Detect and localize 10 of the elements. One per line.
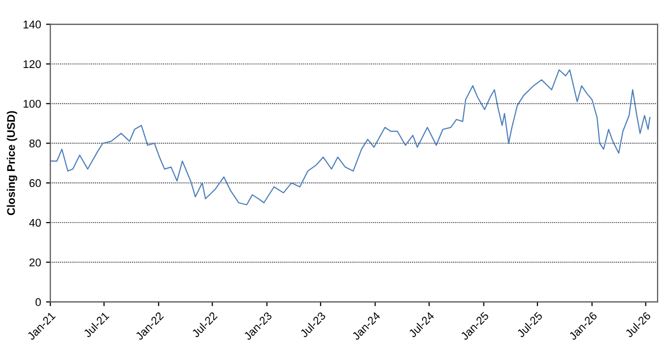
y-tick-label: 100 xyxy=(24,100,41,108)
y-tick-label: 40 xyxy=(29,218,41,227)
line-series xyxy=(50,69,650,206)
y-tick-label: 140 xyxy=(24,20,41,28)
y-tick-label: 80 xyxy=(29,140,41,148)
y-tick-label: 20 xyxy=(30,258,41,266)
y-tick-label: 60 xyxy=(30,179,41,188)
y-tick-label: 0 xyxy=(36,298,41,306)
y-axis-title: Closing Price (USD) xyxy=(6,111,18,216)
y-tick-label: 120 xyxy=(24,60,41,68)
